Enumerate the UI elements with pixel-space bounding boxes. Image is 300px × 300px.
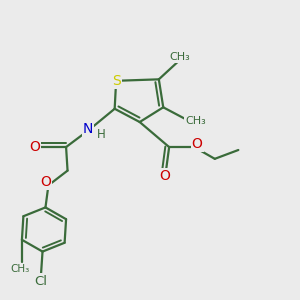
Text: CH₃: CH₃	[10, 264, 29, 274]
Text: O: O	[40, 176, 51, 189]
Text: Cl: Cl	[34, 274, 48, 287]
Text: O: O	[192, 137, 203, 151]
Text: N: N	[83, 122, 93, 136]
Text: H: H	[97, 128, 105, 141]
Text: O: O	[29, 140, 40, 154]
Text: S: S	[112, 74, 121, 88]
Text: CH₃: CH₃	[169, 52, 190, 62]
Text: CH₃: CH₃	[185, 116, 206, 126]
Text: O: O	[159, 169, 170, 183]
